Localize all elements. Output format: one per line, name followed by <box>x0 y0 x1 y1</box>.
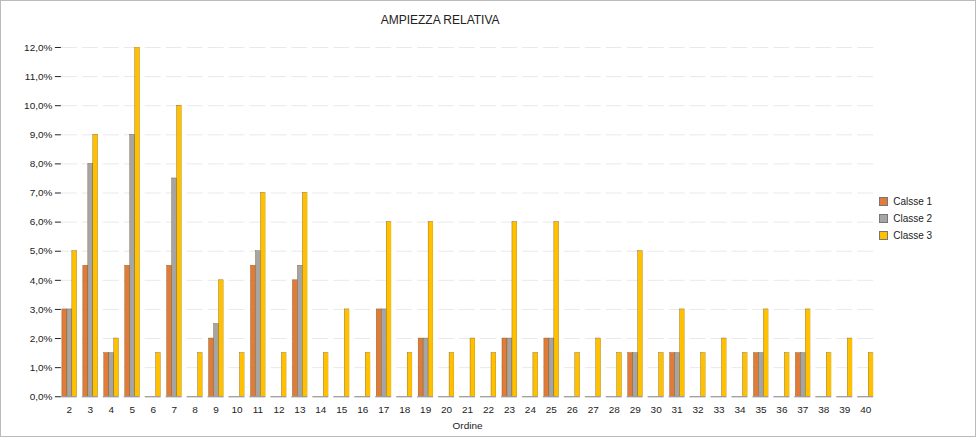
svg-text:31: 31 <box>672 404 684 415</box>
svg-text:11,0%: 11,0% <box>25 71 53 82</box>
svg-text:8: 8 <box>192 404 198 415</box>
svg-text:6: 6 <box>150 404 156 415</box>
svg-text:36: 36 <box>776 404 788 415</box>
svg-text:38: 38 <box>818 404 830 415</box>
svg-text:29: 29 <box>630 404 642 415</box>
svg-text:14: 14 <box>315 404 327 415</box>
svg-text:34: 34 <box>734 404 746 415</box>
svg-text:12: 12 <box>273 404 285 415</box>
svg-text:5,0%: 5,0% <box>30 245 53 256</box>
svg-text:3: 3 <box>88 404 94 415</box>
svg-text:18: 18 <box>399 404 411 415</box>
svg-text:2,0%: 2,0% <box>30 333 53 344</box>
svg-text:0,0%: 0,0% <box>30 391 53 402</box>
svg-text:15: 15 <box>336 404 348 415</box>
svg-text:28: 28 <box>609 404 621 415</box>
svg-text:10: 10 <box>231 404 243 415</box>
svg-text:40: 40 <box>860 404 872 415</box>
html-text:Calsse 1: Calsse 1 <box>893 196 933 207</box>
svg-text:11: 11 <box>253 404 264 415</box>
svg-text:21: 21 <box>462 404 474 415</box>
svg-text:8,0%: 8,0% <box>30 158 53 169</box>
svg-text:9,0%: 9,0% <box>30 129 53 140</box>
html-text:Classe 3: Classe 3 <box>893 230 933 241</box>
svg-text:27: 27 <box>588 404 600 415</box>
svg-text:7: 7 <box>171 404 177 415</box>
svg-text:23: 23 <box>504 404 516 415</box>
svg-text:19: 19 <box>420 404 432 415</box>
svg-text:20: 20 <box>441 404 453 415</box>
svg-text:24: 24 <box>525 404 537 415</box>
svg-text:16: 16 <box>357 404 369 415</box>
svg-text:37: 37 <box>797 404 809 415</box>
svg-text:25: 25 <box>546 404 558 415</box>
svg-text:9: 9 <box>213 404 219 415</box>
svg-text:Ordine: Ordine <box>453 420 483 431</box>
svg-text:22: 22 <box>483 404 495 415</box>
svg-text:33: 33 <box>713 404 725 415</box>
svg-text:6,0%: 6,0% <box>30 216 53 227</box>
svg-text:30: 30 <box>651 404 663 415</box>
html-text:AMPIEZZA RELATIVA: AMPIEZZA RELATIVA <box>380 13 500 27</box>
svg-text:5: 5 <box>129 404 135 415</box>
svg-text:26: 26 <box>567 404 579 415</box>
svg-text:17: 17 <box>378 404 390 415</box>
svg-text:13: 13 <box>294 404 306 415</box>
svg-text:12,0%: 12,0% <box>24 41 52 52</box>
svg-text:4,0%: 4,0% <box>30 274 53 285</box>
svg-text:2: 2 <box>67 404 73 415</box>
svg-text:10,0%: 10,0% <box>24 100 52 111</box>
svg-text:3,0%: 3,0% <box>30 303 53 314</box>
svg-text:32: 32 <box>693 404 705 415</box>
svg-text:7,0%: 7,0% <box>30 187 53 198</box>
svg-text:1,0%: 1,0% <box>30 362 53 373</box>
svg-text:39: 39 <box>839 404 851 415</box>
svg-text:4: 4 <box>109 404 115 415</box>
svg-text:35: 35 <box>755 404 767 415</box>
html-text:Classe 2: Classe 2 <box>893 213 933 224</box>
